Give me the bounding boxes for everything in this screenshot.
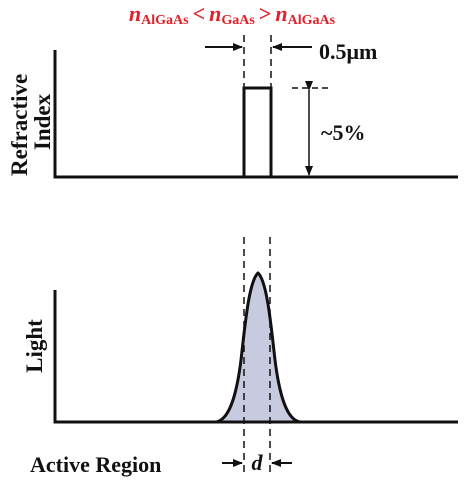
greater-than-sign: > xyxy=(259,1,272,26)
active-region-label: Active Region xyxy=(30,452,161,477)
refractive-index-profile xyxy=(55,88,458,177)
ylabel-line-2: Index xyxy=(30,93,55,150)
less-than-sign: < xyxy=(193,1,206,26)
refractive-index-panel: 0.5μm ~5% Refractive Index xyxy=(7,35,458,177)
refractive-axes xyxy=(55,50,458,177)
light-intensity-panel: d Active Region Light xyxy=(22,237,458,477)
layer-width-label: 0.5μm xyxy=(319,39,377,64)
d-label: d xyxy=(252,450,264,475)
n-symbol: n xyxy=(275,1,287,26)
subscript-algaas: AlGaAs xyxy=(288,13,336,28)
n-symbol: n xyxy=(209,1,221,26)
light-ylabel: Light xyxy=(22,319,47,373)
index-step-label: ~5% xyxy=(321,120,365,145)
subscript-gaas: GaAs xyxy=(221,13,255,28)
refractive-index-ylabel: Refractive Index xyxy=(7,68,55,176)
n-symbol: n xyxy=(129,1,141,26)
optical-mode-profile xyxy=(216,273,300,422)
subscript-algaas: AlGaAs xyxy=(141,13,189,28)
index-comparison-formula: nAlGaAs < nGaAs > nAlGaAs xyxy=(129,1,336,28)
ylabel-line-1: Refractive xyxy=(7,74,32,176)
